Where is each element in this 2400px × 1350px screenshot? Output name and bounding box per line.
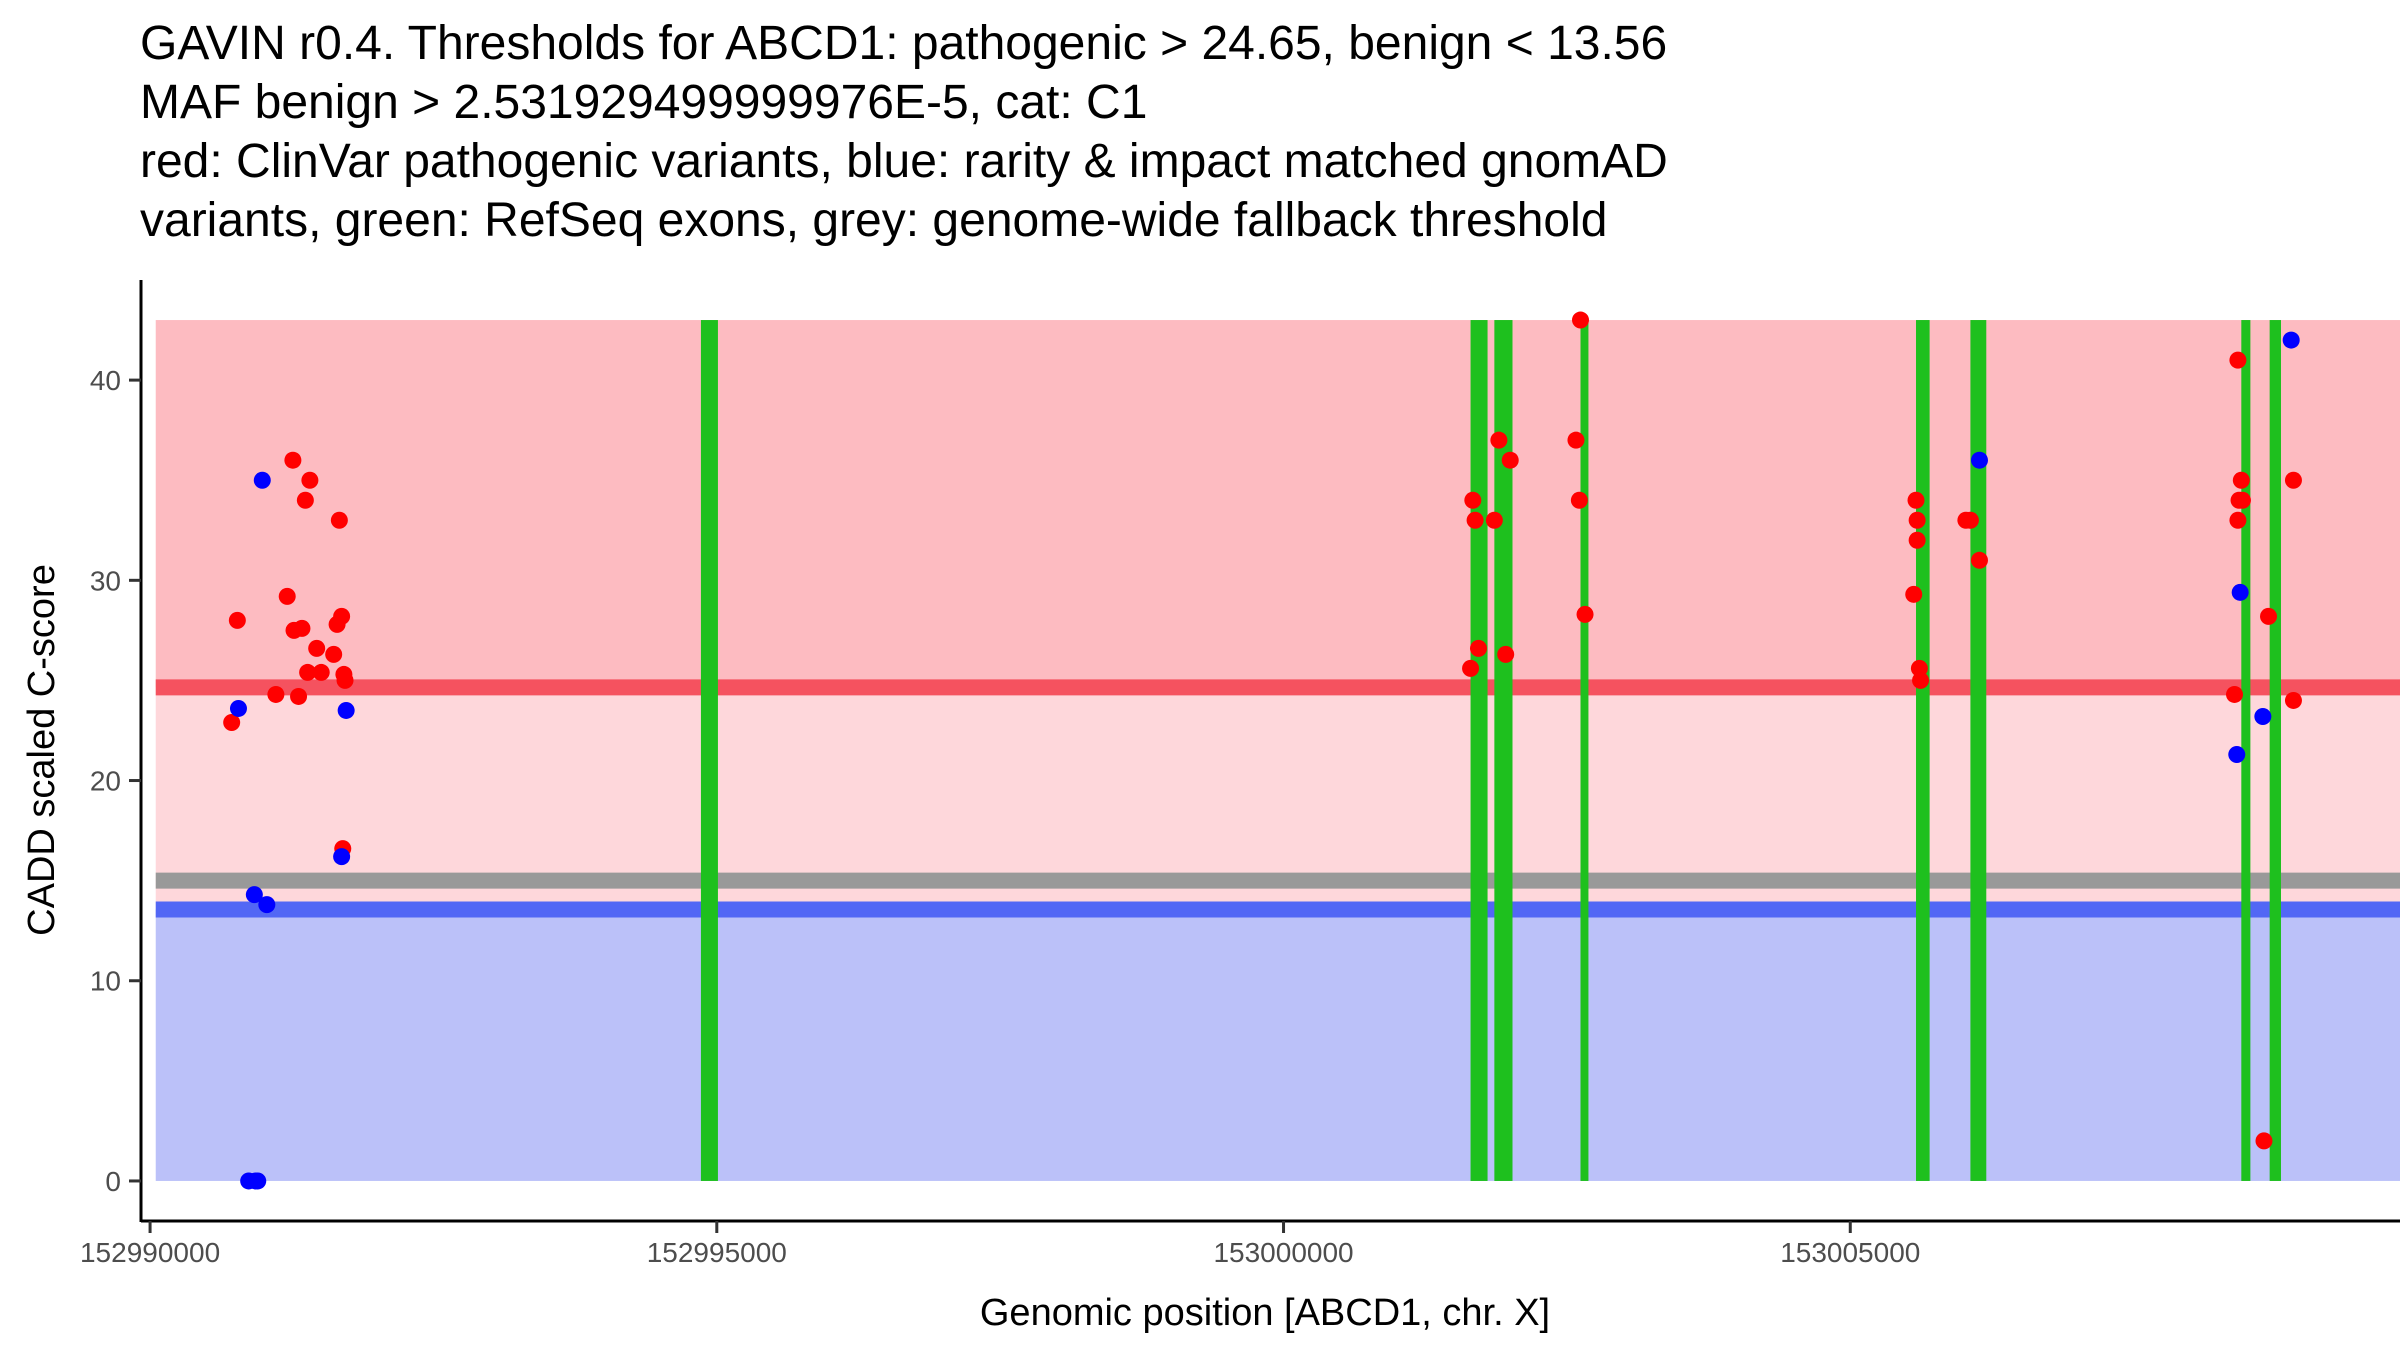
title-line-3: red: ClinVar pathogenic variants, blue: … [140, 135, 1668, 188]
x-tick-label: 152990000 [80, 1237, 220, 1268]
clinvar-pathogenic-point [1464, 491, 1482, 509]
chart-title: GAVIN r0.4. Thresholds for ABCD1: pathog… [140, 14, 1668, 250]
gnomad-matched-point [333, 848, 351, 866]
exon-bar [1970, 320, 1987, 1181]
y-tick-label: 40 [90, 365, 121, 396]
y-tick-label: 10 [90, 966, 121, 997]
x-axis-title: Genomic position [ABCD1, chr. X] [980, 1292, 1550, 1334]
gnomad-matched-point [229, 699, 247, 717]
clinvar-pathogenic-point [1576, 605, 1594, 623]
clinvar-pathogenic-point [2232, 471, 2250, 489]
clinvar-pathogenic-point [278, 587, 296, 605]
clinvar-pathogenic-point [2233, 491, 2251, 509]
threshold-regions [155, 320, 2400, 1181]
clinvar-pathogenic-point [333, 607, 351, 625]
x-tick-label: 153005000 [1780, 1237, 1920, 1268]
exon-bar [2269, 320, 2281, 1181]
clinvar-pathogenic-point [1469, 639, 1487, 657]
clinvar-pathogenic-point [2229, 351, 2247, 369]
clinvar-pathogenic-point [336, 671, 354, 689]
clinvar-pathogenic-point [293, 619, 311, 637]
clinvar-pathogenic-point [2229, 511, 2247, 529]
x-tick-label: 152995000 [647, 1237, 787, 1268]
clinvar-pathogenic-point [2255, 1132, 2273, 1150]
title-line-2: MAF benign > 2.531929499999976E-5, cat: … [140, 76, 1148, 129]
gnomad-matched-point [245, 886, 263, 904]
clinvar-pathogenic-point [2284, 691, 2302, 709]
clinvar-pathogenic-point [1572, 311, 1590, 329]
clinvar-pathogenic-point [301, 471, 319, 489]
intermediate-region [155, 687, 2400, 910]
gnomad-matched-point [337, 701, 355, 719]
clinvar-pathogenic-point [312, 663, 330, 681]
y-tick-label: 30 [90, 565, 121, 596]
clinvar-pathogenic-point [1497, 645, 1515, 663]
clinvar-pathogenic-point [308, 639, 326, 657]
axis-ticks: 152990000 152995000 153000000 153005000 0 10 2… [80, 365, 1920, 1268]
gnomad-matched-point [249, 1172, 267, 1190]
gnomad-matched-point [2254, 707, 2272, 725]
clinvar-pathogenic-point [1490, 431, 1508, 449]
clinvar-pathogenic-point [1570, 491, 1588, 509]
clinvar-pathogenic-point [2260, 607, 2278, 625]
gnomad-matched-point [2282, 331, 2300, 349]
clinvar-pathogenic-point [267, 685, 285, 703]
gnomad-matched-point [2228, 746, 2246, 764]
clinvar-pathogenic-point [1912, 671, 1930, 689]
clinvar-pathogenic-point [1567, 431, 1585, 449]
gnomad-matched-point [258, 896, 276, 914]
exon-bar [2241, 320, 2251, 1181]
variant-points [223, 311, 2302, 1190]
title-line-1: GAVIN r0.4. Thresholds for ABCD1: pathog… [140, 17, 1668, 70]
gnomad-matched-point [253, 471, 271, 489]
clinvar-pathogenic-point [325, 645, 343, 663]
gnomad-matched-point [1970, 451, 1988, 469]
clinvar-pathogenic-point [1961, 511, 1979, 529]
clinvar-pathogenic-point [299, 663, 317, 681]
clinvar-pathogenic-point [1970, 551, 1988, 569]
clinvar-pathogenic-point [1905, 585, 1923, 603]
exon-bar [1916, 320, 1930, 1181]
exon-bar [1470, 320, 1488, 1181]
clinvar-pathogenic-point [1908, 511, 1926, 529]
exon-bars [700, 320, 2281, 1181]
title-line-4: variants, green: RefSeq exons, grey: gen… [140, 194, 1608, 247]
exon-bar [1494, 320, 1513, 1181]
clinvar-pathogenic-point [1907, 491, 1925, 509]
clinvar-pathogenic-point [2226, 685, 2244, 703]
pathogenic-region [155, 320, 2400, 688]
y-axis-title: CADD scaled C-score [21, 564, 63, 936]
x-tick-label: 153000000 [1213, 1237, 1353, 1268]
threshold-lines [155, 679, 2400, 918]
clinvar-pathogenic-point [330, 511, 348, 529]
clinvar-pathogenic-point [228, 611, 246, 629]
clinvar-pathogenic-point [1501, 451, 1519, 469]
clinvar-pathogenic-point [1908, 531, 1926, 549]
y-tick-label: 20 [90, 766, 121, 797]
axes [139, 280, 2400, 1223]
exon-bar [1580, 320, 1589, 1181]
clinvar-pathogenic-point [2284, 471, 2302, 489]
clinvar-pathogenic-point [284, 451, 302, 469]
clinvar-pathogenic-point [223, 713, 241, 731]
exon-bar [700, 320, 718, 1181]
clinvar-pathogenic-point [1466, 511, 1484, 529]
clinvar-pathogenic-point [290, 687, 308, 705]
gnomad-matched-point [2231, 583, 2249, 601]
benign-region [155, 909, 2400, 1181]
clinvar-pathogenic-point [1485, 511, 1503, 529]
clinvar-pathogenic-point [296, 491, 314, 509]
y-tick-label: 0 [105, 1166, 121, 1197]
clinvar-pathogenic-point [1462, 659, 1480, 677]
